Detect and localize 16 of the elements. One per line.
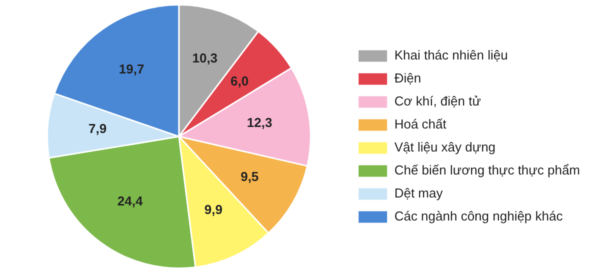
data-label: 12,3 bbox=[246, 115, 272, 130]
data-label: 19,7 bbox=[118, 62, 144, 77]
legend-label: Các ngành công nghiệp khác bbox=[394, 208, 564, 224]
data-label: 24,4 bbox=[117, 194, 144, 209]
legend-label: Dệt may bbox=[394, 186, 444, 201]
legend-label: Chế biến lương thực thực phẩm bbox=[394, 162, 580, 178]
data-label: 7,9 bbox=[88, 121, 107, 136]
legend-label: Hoá chất bbox=[394, 116, 447, 132]
legend-label: Cơ khí, điện tử bbox=[394, 94, 482, 109]
data-label: 9,5 bbox=[240, 168, 259, 184]
data-label: 6,0 bbox=[230, 73, 249, 88]
legend-label: Vật liệu xây dựng bbox=[394, 140, 496, 155]
data-label: 9,9 bbox=[204, 202, 222, 218]
legend-label: Khai thác nhiên liệu bbox=[394, 48, 508, 63]
data-label: 10,3 bbox=[192, 50, 218, 66]
legend-label: Điện bbox=[394, 70, 422, 86]
